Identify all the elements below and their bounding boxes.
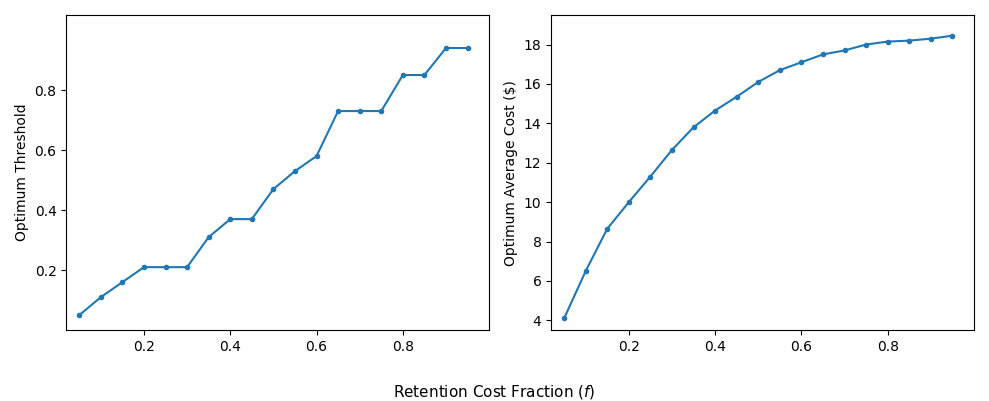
Y-axis label: Optimum Threshold: Optimum Threshold: [15, 104, 29, 241]
Y-axis label: Optimum Average Cost ($): Optimum Average Cost ($): [504, 80, 518, 265]
Text: Retention Cost Fraction ($f$): Retention Cost Fraction ($f$): [394, 383, 595, 401]
